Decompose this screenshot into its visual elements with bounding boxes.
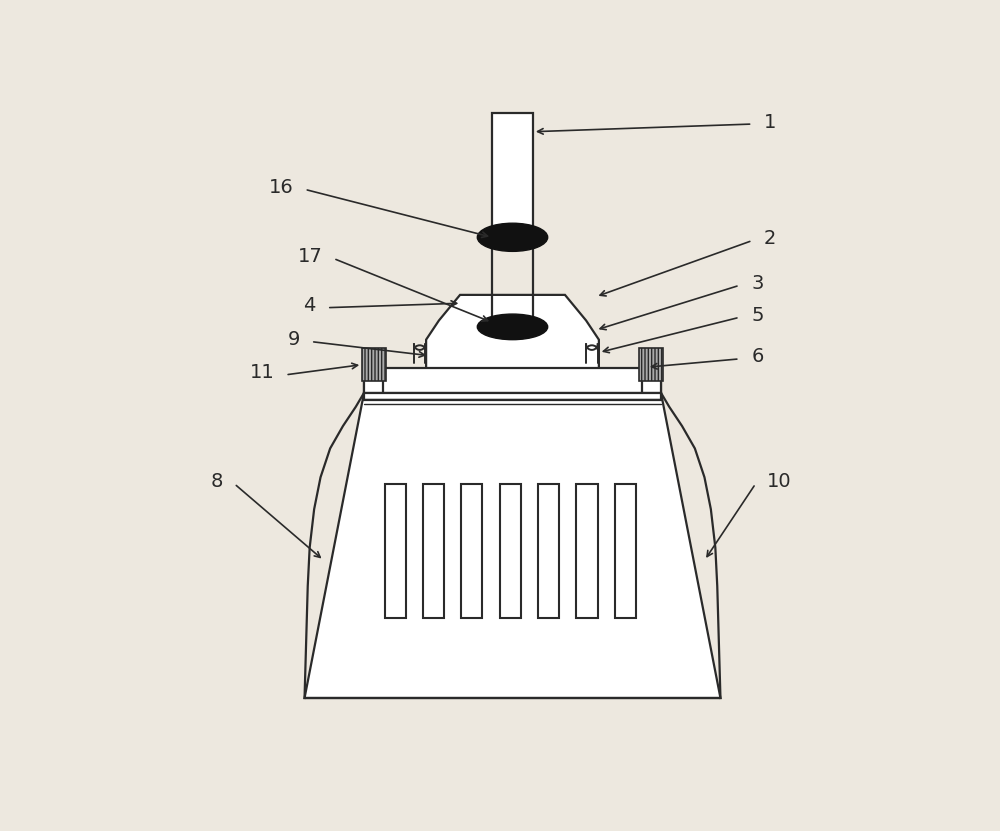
Text: 11: 11 [250,363,274,382]
Text: 1: 1 [764,113,776,131]
Ellipse shape [477,314,548,340]
Bar [364,368,661,393]
Bar [538,484,559,618]
Bar [492,112,533,240]
Text: 17: 17 [298,247,322,266]
Bar [642,352,661,393]
Text: 9: 9 [288,330,300,349]
Bar [364,393,661,401]
Bar [364,352,383,393]
Bar [615,484,636,618]
Text: 3: 3 [751,274,764,293]
Bar [576,484,598,618]
Text: 4: 4 [303,297,315,315]
Bar [500,484,521,618]
Bar [423,484,444,618]
Text: 8: 8 [211,472,223,491]
Text: 6: 6 [751,347,764,366]
Text: 2: 2 [764,229,776,248]
Bar [362,348,386,381]
Ellipse shape [477,224,548,251]
Text: 5: 5 [751,306,764,325]
Text: 16: 16 [269,178,294,197]
Bar [639,348,663,381]
Polygon shape [305,393,720,698]
Bar [461,484,482,618]
Polygon shape [426,295,599,368]
Text: 10: 10 [767,472,792,491]
Bar [385,484,406,618]
